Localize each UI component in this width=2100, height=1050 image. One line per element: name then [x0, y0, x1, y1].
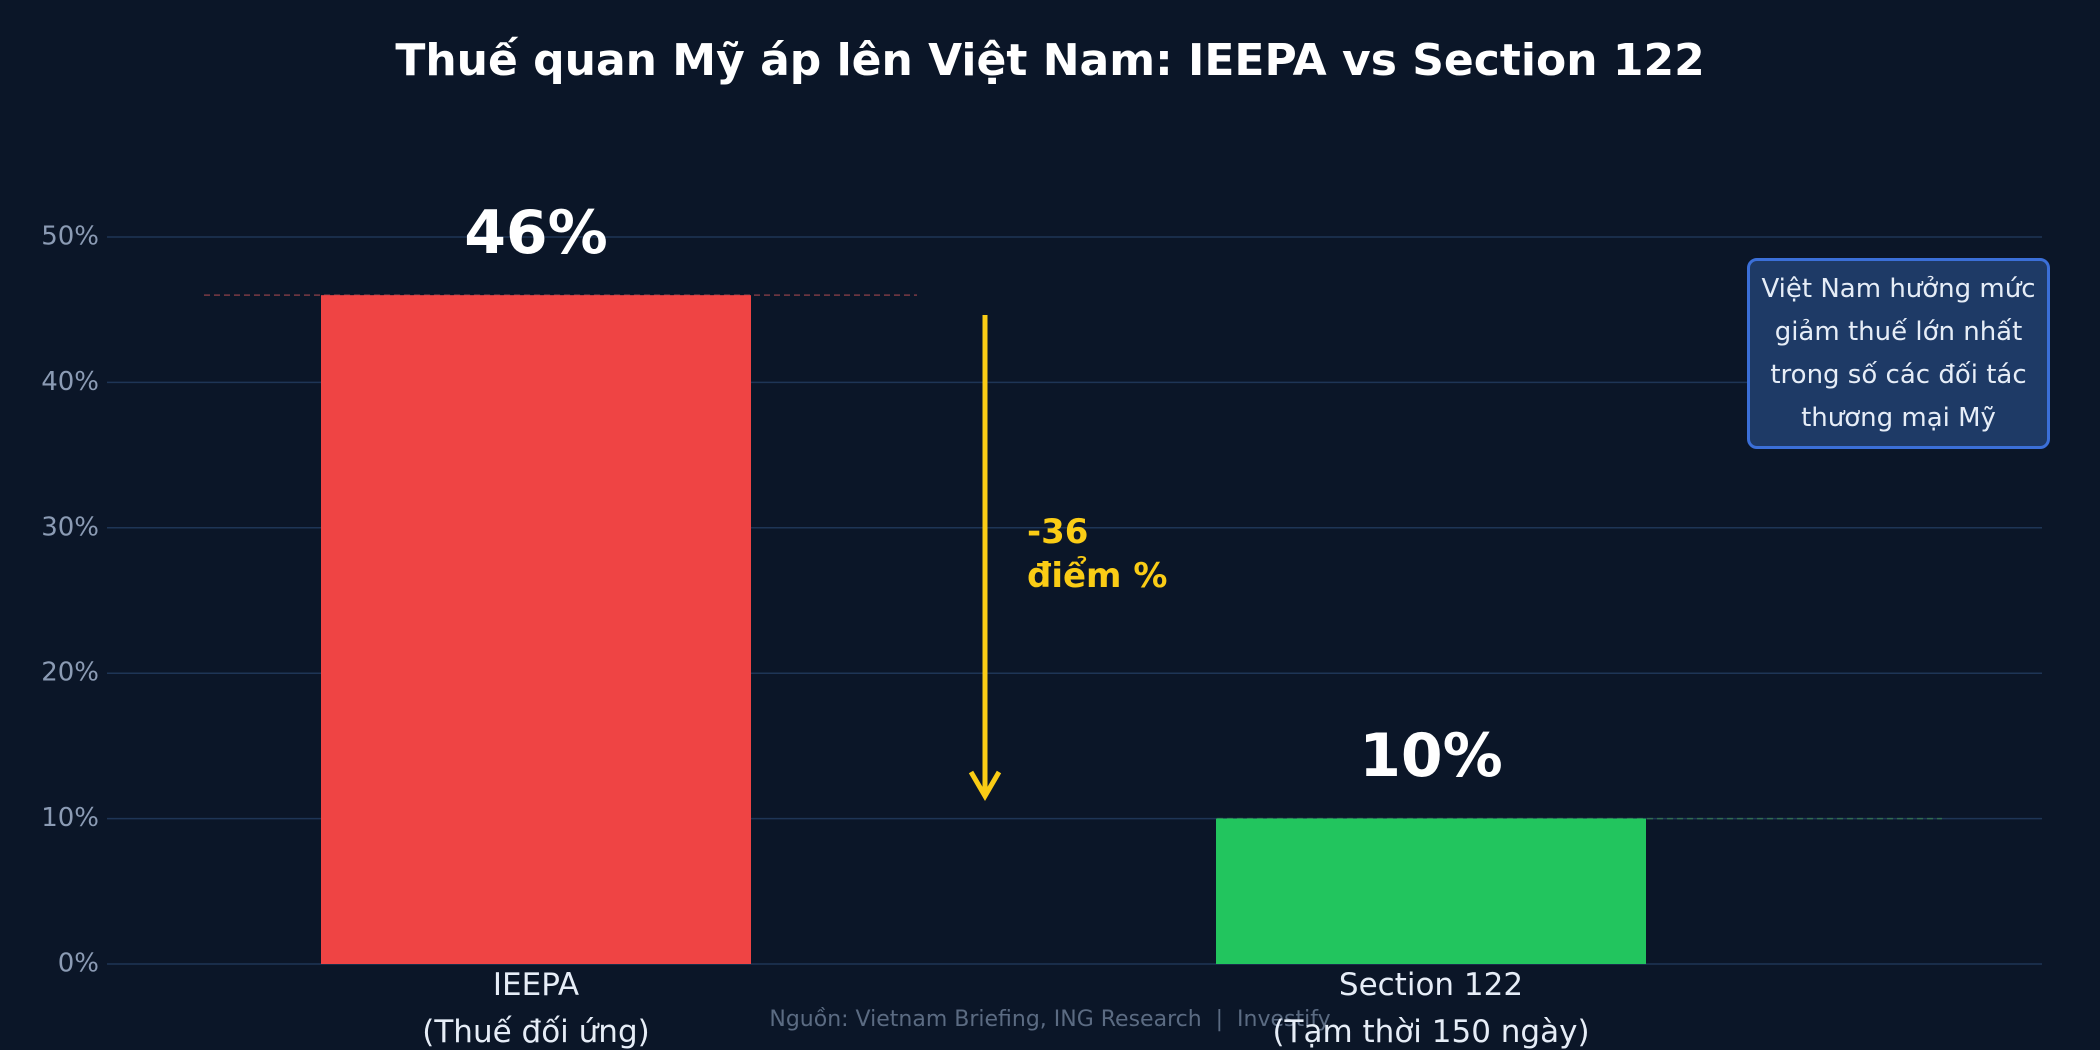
x-tick-label: Section 122 (Tạm thời 150 ngày) [1272, 967, 1589, 1050]
source: Nguồn: Vietnam Briefing, ING Research | … [769, 1007, 1330, 1032]
y-tick-label: 30% [41, 512, 99, 542]
arrow-head [968, 770, 1002, 801]
bar [321, 295, 751, 964]
chart-title: Thuế quan Mỹ áp lên Việt Nam: IEEPA vs S… [395, 35, 1704, 86]
bar [1216, 818, 1646, 964]
y-tick-label: 10% [41, 803, 99, 833]
annotation: -36 điểm % [1027, 512, 1167, 596]
note-box: Việt Nam hưởng mức giảm thuế lớn nhất tr… [1747, 258, 2050, 449]
y-tick-label: 40% [41, 367, 99, 397]
y-tick-label: 0% [58, 949, 99, 979]
y-tick-label: 50% [41, 222, 99, 252]
y-tick-label: 20% [41, 658, 99, 688]
value-label: 10% [1359, 721, 1503, 791]
x-tick-label: IEEPA (Thuế đối ứng) [422, 967, 649, 1050]
value-label: 46% [464, 198, 608, 268]
